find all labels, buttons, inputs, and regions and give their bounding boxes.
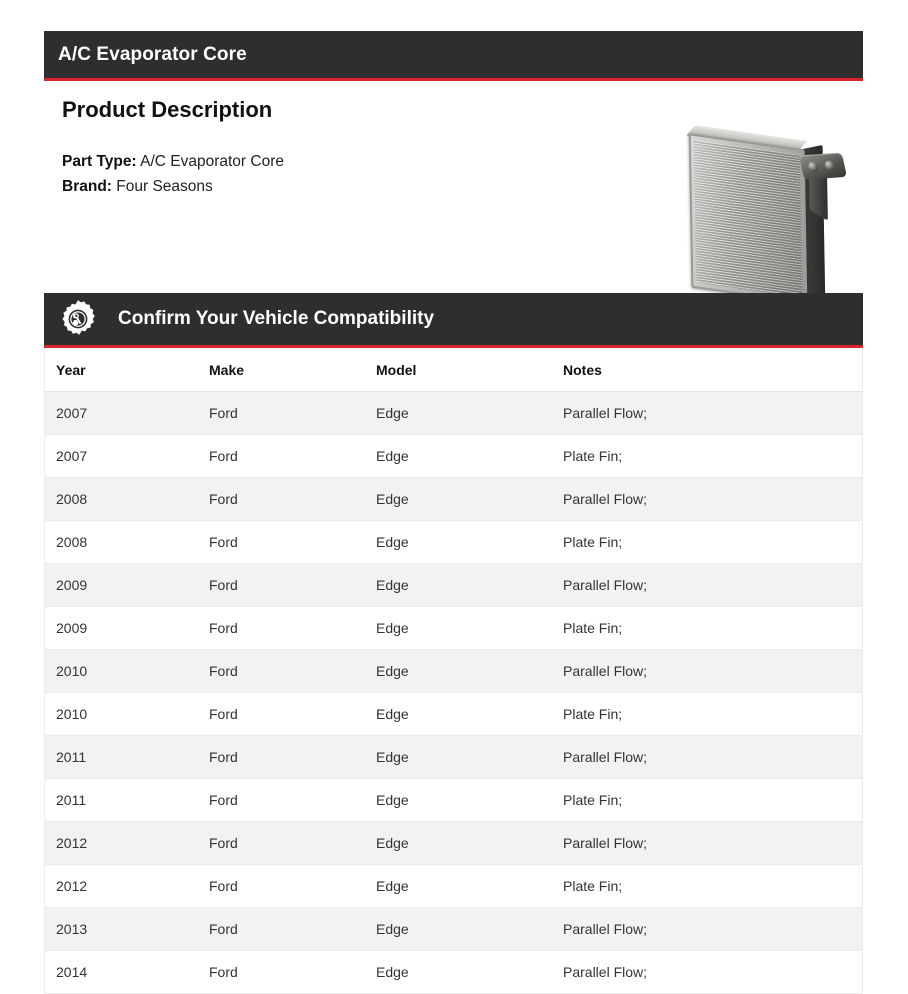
cell-make: Ford xyxy=(209,563,376,607)
table-row: 2007 Ford Edge Parallel Flow; xyxy=(44,391,863,435)
cell-notes: Parallel Flow; xyxy=(563,563,863,607)
cell-year: 2011 xyxy=(44,735,209,779)
compatibility-title: Confirm Your Vehicle Compatibility xyxy=(118,308,435,329)
cell-model: Edge xyxy=(376,434,563,478)
spec-brand-label: Brand: xyxy=(62,178,112,195)
cell-year: 2014 xyxy=(44,950,209,994)
cell-notes: Plate Fin; xyxy=(563,520,863,564)
cell-notes: Plate Fin; xyxy=(563,864,863,908)
spec-brand: Brand: Four Seasons xyxy=(62,174,863,199)
cell-year: 2012 xyxy=(44,864,209,908)
cell-model: Edge xyxy=(376,821,563,865)
fitment-table-body: 2007 Ford Edge Parallel Flow; 2007 Ford Edge Pl… xyxy=(44,391,863,994)
cell-make: Ford xyxy=(209,778,376,822)
cell-year: 2010 xyxy=(44,692,209,736)
spec-part-type-value: A/C Evaporator Core xyxy=(140,153,284,170)
product-image xyxy=(676,125,861,304)
cell-year: 2007 xyxy=(44,434,209,478)
cell-make: Ford xyxy=(209,735,376,779)
cell-notes: Plate Fin; xyxy=(563,434,863,478)
cell-notes: Plate Fin; xyxy=(563,606,863,650)
cell-model: Edge xyxy=(376,520,563,564)
cell-notes: Parallel Flow; xyxy=(563,821,863,865)
cell-make: Ford xyxy=(209,606,376,650)
cell-make: Ford xyxy=(209,692,376,736)
vehicle-compatibility-panel: Confirm Your Vehicle Compatibility Year … xyxy=(44,293,863,994)
cell-notes: Parallel Flow; xyxy=(563,391,863,435)
cell-year: 2007 xyxy=(44,391,209,435)
column-header-make: Make xyxy=(209,348,376,392)
product-body: Product Description Part Type: A/C Evapo… xyxy=(44,81,863,304)
cell-model: Edge xyxy=(376,907,563,951)
cell-model: Edge xyxy=(376,649,563,693)
table-row: 2012 Ford Edge Plate Fin; xyxy=(44,864,863,908)
cell-make: Ford xyxy=(209,821,376,865)
table-row: 2011 Ford Edge Parallel Flow; xyxy=(44,735,863,779)
cell-notes: Parallel Flow; xyxy=(563,477,863,521)
cell-model: Edge xyxy=(376,735,563,779)
cell-year: 2012 xyxy=(44,821,209,865)
cell-year: 2013 xyxy=(44,907,209,951)
spec-brand-value: Four Seasons xyxy=(116,178,213,195)
table-row: 2010 Ford Edge Plate Fin; xyxy=(44,692,863,736)
cell-model: Edge xyxy=(376,950,563,994)
table-row: 2007 Ford Edge Plate Fin; xyxy=(44,434,863,478)
table-row: 2010 Ford Edge Parallel Flow; xyxy=(44,649,863,693)
fitment-table-head: Year Make Model Notes xyxy=(44,348,863,392)
table-row: 2009 Ford Edge Parallel Flow; xyxy=(44,563,863,607)
cell-model: Edge xyxy=(376,864,563,908)
column-header-model: Model xyxy=(376,348,563,392)
cell-notes: Parallel Flow; xyxy=(563,950,863,994)
table-row: 2008 Ford Edge Plate Fin; xyxy=(44,520,863,564)
cell-make: Ford xyxy=(209,434,376,478)
cell-model: Edge xyxy=(376,778,563,822)
table-row: 2012 Ford Edge Parallel Flow; xyxy=(44,821,863,865)
fitment-table: Year Make Model Notes 2007 Ford Edge Parall… xyxy=(44,348,863,994)
core-port-fitting xyxy=(798,152,848,180)
table-row: 2009 Ford Edge Plate Fin; xyxy=(44,606,863,650)
spec-part-type-label: Part Type: xyxy=(62,153,137,170)
cell-notes: Parallel Flow; xyxy=(563,735,863,779)
cell-year: 2010 xyxy=(44,649,209,693)
table-row: 2013 Ford Edge Parallel Flow; xyxy=(44,907,863,951)
cell-year: 2011 xyxy=(44,778,209,822)
evaporator-core-illustration xyxy=(685,125,848,305)
column-header-year: Year xyxy=(44,348,209,392)
cell-notes: Parallel Flow; xyxy=(563,907,863,951)
compatibility-header-bar: Confirm Your Vehicle Compatibility xyxy=(44,293,863,348)
cell-year: 2009 xyxy=(44,563,209,607)
product-description-panel: A/C Evaporator Core Product Description … xyxy=(44,31,863,304)
page-title: A/C Evaporator Core xyxy=(58,43,247,65)
spec-part-type: Part Type: A/C Evaporator Core xyxy=(62,149,863,174)
cell-make: Ford xyxy=(209,950,376,994)
table-row: 2008 Ford Edge Parallel Flow; xyxy=(44,477,863,521)
cell-year: 2008 xyxy=(44,520,209,564)
cell-year: 2008 xyxy=(44,477,209,521)
product-header-bar: A/C Evaporator Core xyxy=(44,31,863,81)
cell-make: Ford xyxy=(209,649,376,693)
cell-model: Edge xyxy=(376,477,563,521)
cell-make: Ford xyxy=(209,520,376,564)
column-header-notes: Notes xyxy=(563,348,863,392)
cell-make: Ford xyxy=(209,864,376,908)
section-heading-product-description: Product Description xyxy=(62,97,273,122)
table-header-row: Year Make Model Notes xyxy=(44,348,863,392)
core-gloss-overlay xyxy=(690,135,806,302)
cell-notes: Parallel Flow; xyxy=(563,649,863,693)
cell-notes: Plate Fin; xyxy=(563,778,863,822)
cell-notes: Plate Fin; xyxy=(563,692,863,736)
cell-model: Edge xyxy=(376,606,563,650)
cell-year: 2009 xyxy=(44,606,209,650)
cell-model: Edge xyxy=(376,692,563,736)
core-front-face xyxy=(688,133,808,304)
product-fitment-page: A/C Evaporator Core Product Description … xyxy=(0,0,908,960)
table-row: 2011 Ford Edge Plate Fin; xyxy=(44,778,863,822)
cell-make: Ford xyxy=(209,391,376,435)
cell-make: Ford xyxy=(209,477,376,521)
cell-make: Ford xyxy=(209,907,376,951)
table-row: 2014 Ford Edge Parallel Flow; xyxy=(44,950,863,994)
cell-model: Edge xyxy=(376,391,563,435)
cell-model: Edge xyxy=(376,563,563,607)
gear-piston-icon xyxy=(62,300,95,335)
